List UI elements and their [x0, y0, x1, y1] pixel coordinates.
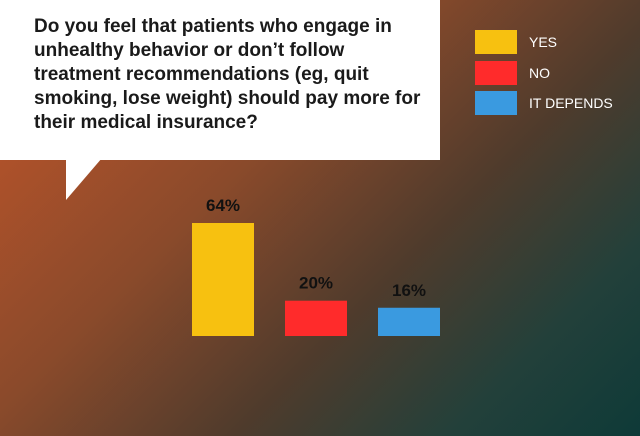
legend-label-yes: YES — [529, 34, 558, 50]
legend-swatch-no — [475, 61, 517, 85]
bar-yes — [192, 223, 254, 336]
legend-label-it-depends: IT DEPENDS — [529, 95, 613, 111]
legend-swatch-it-depends — [475, 91, 517, 115]
legend-item-no: NO — [475, 61, 635, 85]
speech-bubble-tail — [66, 158, 102, 200]
legend-label-no: NO — [529, 65, 550, 81]
legend-item-it-depends: IT DEPENDS — [475, 91, 635, 115]
question-bubble: Do you feel that patients who engage in … — [0, 0, 440, 160]
bar-value-label-it-depends: 16% — [392, 281, 426, 300]
bar-value-label-yes: 64% — [206, 196, 240, 215]
legend-swatch-yes — [475, 30, 517, 54]
bar-it-depends — [378, 307, 440, 336]
question-text: Do you feel that patients who engage in … — [34, 16, 421, 133]
legend-item-yes: YES — [475, 30, 635, 54]
bar-no — [285, 300, 347, 336]
bar-value-label-no: 20% — [299, 274, 333, 293]
